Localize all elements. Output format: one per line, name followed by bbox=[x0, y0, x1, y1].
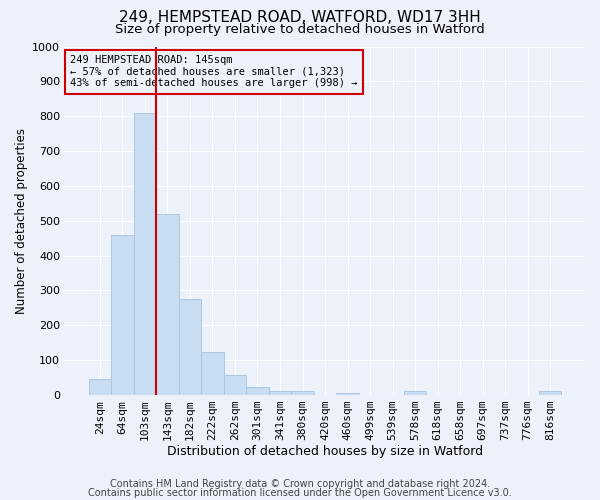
Text: Size of property relative to detached houses in Watford: Size of property relative to detached ho… bbox=[115, 22, 485, 36]
Bar bbox=[89, 378, 111, 395]
Bar bbox=[404, 392, 427, 395]
Bar bbox=[224, 375, 246, 395]
Bar bbox=[291, 392, 314, 395]
Bar bbox=[156, 214, 179, 395]
Y-axis label: Number of detached properties: Number of detached properties bbox=[15, 128, 28, 314]
Text: Contains public sector information licensed under the Open Government Licence v3: Contains public sector information licen… bbox=[88, 488, 512, 498]
Bar bbox=[134, 112, 156, 395]
Bar bbox=[269, 391, 291, 395]
Bar bbox=[539, 392, 562, 395]
Bar bbox=[201, 352, 224, 395]
Text: 249, HEMPSTEAD ROAD, WATFORD, WD17 3HH: 249, HEMPSTEAD ROAD, WATFORD, WD17 3HH bbox=[119, 10, 481, 25]
Bar bbox=[246, 388, 269, 395]
Bar bbox=[336, 393, 359, 395]
Bar bbox=[179, 299, 201, 395]
Bar bbox=[111, 234, 134, 395]
X-axis label: Distribution of detached houses by size in Watford: Distribution of detached houses by size … bbox=[167, 444, 483, 458]
Text: 249 HEMPSTEAD ROAD: 145sqm
← 57% of detached houses are smaller (1,323)
43% of s: 249 HEMPSTEAD ROAD: 145sqm ← 57% of deta… bbox=[70, 55, 358, 88]
Text: Contains HM Land Registry data © Crown copyright and database right 2024.: Contains HM Land Registry data © Crown c… bbox=[110, 479, 490, 489]
